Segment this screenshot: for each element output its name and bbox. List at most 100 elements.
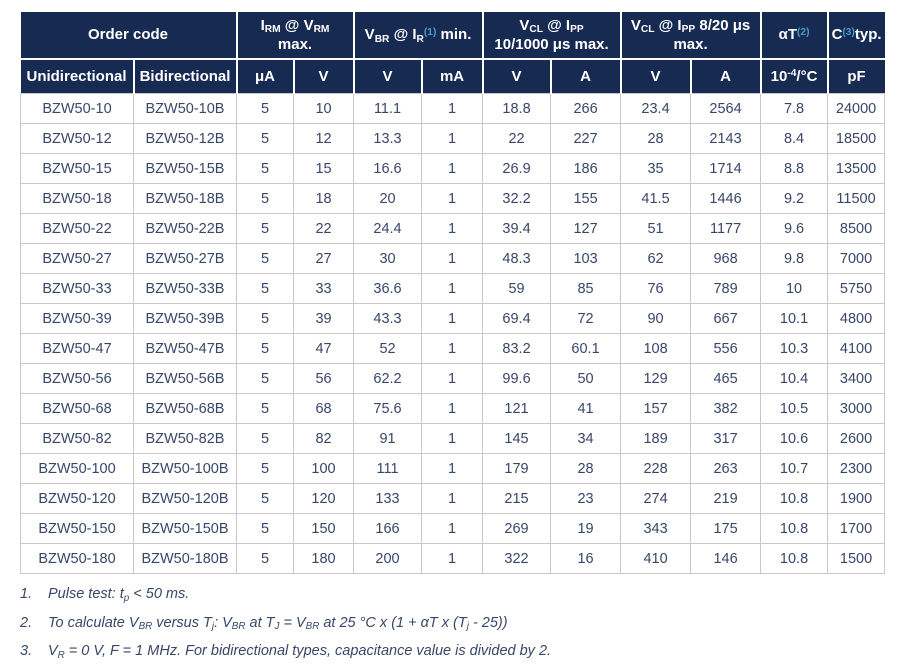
cell: 36.6 xyxy=(353,273,423,304)
cell: BZW50-12B xyxy=(133,123,237,154)
cell: 9.8 xyxy=(760,243,829,274)
cell: 8.4 xyxy=(760,123,829,154)
cell: 23.4 xyxy=(620,93,692,124)
cell: 24.4 xyxy=(353,213,423,244)
col-header-ua: μA xyxy=(235,58,295,94)
cell: 83.2 xyxy=(482,333,552,364)
cell: 5 xyxy=(236,273,294,304)
cell: 1446 xyxy=(690,183,762,214)
cell: BZW50-15B xyxy=(133,153,237,184)
cell: 28 xyxy=(550,453,622,484)
cell: 48.3 xyxy=(482,243,552,274)
cell: 2300 xyxy=(827,453,886,484)
cell: 10.8 xyxy=(760,513,829,544)
cell: 59 xyxy=(482,273,552,304)
cell: 19 xyxy=(550,513,622,544)
cell: 121 xyxy=(482,393,552,424)
cell: 3400 xyxy=(827,363,886,394)
cell: 111 xyxy=(353,453,423,484)
cell: 75.6 xyxy=(353,393,423,424)
cell: 9.2 xyxy=(760,183,829,214)
cell: 1 xyxy=(421,243,484,274)
cell: 90 xyxy=(620,303,692,334)
cell: 72 xyxy=(550,303,622,334)
cell: 11.1 xyxy=(353,93,423,124)
cell: BZW50-180B xyxy=(133,543,237,574)
cell: 127 xyxy=(550,213,622,244)
col-header-ma: mA xyxy=(420,58,484,94)
cell: 100 xyxy=(292,453,355,484)
cell: 52 xyxy=(353,333,423,364)
col-group-vcl-ipp-8-20: VCL @ IPP 8/20 μs max. xyxy=(619,12,762,60)
cell: 146 xyxy=(690,543,762,574)
col-group-alpha-t: αT(2) xyxy=(759,12,829,60)
cell: 1 xyxy=(421,153,484,184)
cell: 5 xyxy=(236,543,294,574)
cell: BZW50-18 xyxy=(20,183,134,214)
cell: 62 xyxy=(620,243,692,274)
cell: 7000 xyxy=(827,243,886,274)
cell: 18500 xyxy=(827,123,886,154)
cell: 51 xyxy=(620,213,692,244)
cell: 10.8 xyxy=(760,483,829,514)
cell: 166 xyxy=(353,513,423,544)
col-group-c-typ: C(3)typ. xyxy=(826,12,885,60)
cell: 274 xyxy=(620,483,692,514)
cell: 410 xyxy=(620,543,692,574)
cell: 41.5 xyxy=(620,183,692,214)
cell: 5 xyxy=(236,243,294,274)
cell: 465 xyxy=(690,363,762,394)
cell: 50 xyxy=(550,363,622,394)
cell: 68 xyxy=(292,393,355,424)
cell: 18.8 xyxy=(482,93,552,124)
cell: 18 xyxy=(292,183,355,214)
footnote-number: 3. xyxy=(20,643,33,660)
cell: 108 xyxy=(620,333,692,364)
cell: 175 xyxy=(690,513,762,544)
cell: BZW50-82 xyxy=(20,423,134,454)
col-header-v-rm: V xyxy=(292,58,355,94)
col-header-unidirectional: Unidirectional xyxy=(20,58,135,94)
cell: 82 xyxy=(292,423,355,454)
cell: 24000 xyxy=(827,93,886,124)
cell: 1 xyxy=(421,213,484,244)
table-row: BZW50-82 BZW50-82B 5 82 91 1 145 34 189 317 10.6 26… xyxy=(20,423,886,454)
cell: 10.1 xyxy=(760,303,829,334)
cell: 41 xyxy=(550,393,622,424)
cell: 1500 xyxy=(827,543,886,574)
cell: 215 xyxy=(482,483,552,514)
cell: 266 xyxy=(550,93,622,124)
cell: 1 xyxy=(421,303,484,334)
cell: 228 xyxy=(620,453,692,484)
col-header-v-cl-8-20: V xyxy=(619,58,692,94)
col-header-a-8-20: A xyxy=(689,58,762,94)
cell: BZW50-18B xyxy=(133,183,237,214)
cell: 34 xyxy=(550,423,622,454)
cell: 4100 xyxy=(827,333,886,364)
cell: 269 xyxy=(482,513,552,544)
table-row: BZW50-56 BZW50-56B 5 56 62.2 1 99.6 50 129 465 10.… xyxy=(20,363,886,394)
cell: 13.3 xyxy=(353,123,423,154)
cell: 1 xyxy=(421,543,484,574)
cell: 16.6 xyxy=(353,153,423,184)
table-row: BZW50-15 BZW50-15B 5 15 16.6 1 26.9 186 35 1714 8.… xyxy=(20,153,886,184)
cell: BZW50-56 xyxy=(20,363,134,394)
cell: 189 xyxy=(620,423,692,454)
header-group-row: Order code IRM @ VRM max. VBR @ IR(1) mi… xyxy=(20,12,885,60)
footnotes: 1. Pulse test: tp < 50 ms. 2. To calcula… xyxy=(20,585,884,662)
cell: 133 xyxy=(353,483,423,514)
cell: 22 xyxy=(482,123,552,154)
table-row: BZW50-10 BZW50-10B 5 10 11.1 1 18.8 266 23.4 2564… xyxy=(20,93,886,124)
cell: 1 xyxy=(421,183,484,214)
cell: BZW50-47 xyxy=(20,333,134,364)
cell: 8.8 xyxy=(760,153,829,184)
cell: 5 xyxy=(236,153,294,184)
table-row: BZW50-68 BZW50-68B 5 68 75.6 1 121 41 157 382 10.5… xyxy=(20,393,886,424)
cell: 5 xyxy=(236,213,294,244)
cell: BZW50-10B xyxy=(133,93,237,124)
cell: 10.7 xyxy=(760,453,829,484)
cell: 99.6 xyxy=(482,363,552,394)
cell: 219 xyxy=(690,483,762,514)
